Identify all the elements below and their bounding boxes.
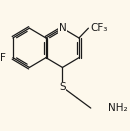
Text: F: F <box>0 53 6 63</box>
Text: CF₃: CF₃ <box>91 23 108 33</box>
Text: N: N <box>59 23 66 33</box>
Text: S: S <box>59 82 66 92</box>
Text: NH₂: NH₂ <box>108 103 128 113</box>
